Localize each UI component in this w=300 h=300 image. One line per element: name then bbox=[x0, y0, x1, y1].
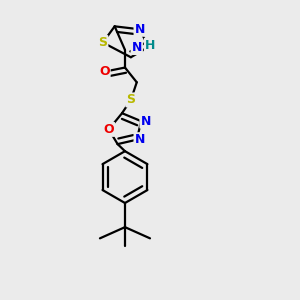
Text: N: N bbox=[132, 41, 142, 54]
Text: O: O bbox=[103, 123, 114, 136]
Text: N: N bbox=[134, 23, 145, 36]
Text: O: O bbox=[99, 64, 110, 78]
Text: S: S bbox=[126, 93, 135, 106]
Text: N: N bbox=[140, 115, 151, 128]
Text: H: H bbox=[145, 39, 155, 52]
Text: N: N bbox=[134, 133, 145, 146]
Text: S: S bbox=[98, 36, 107, 49]
